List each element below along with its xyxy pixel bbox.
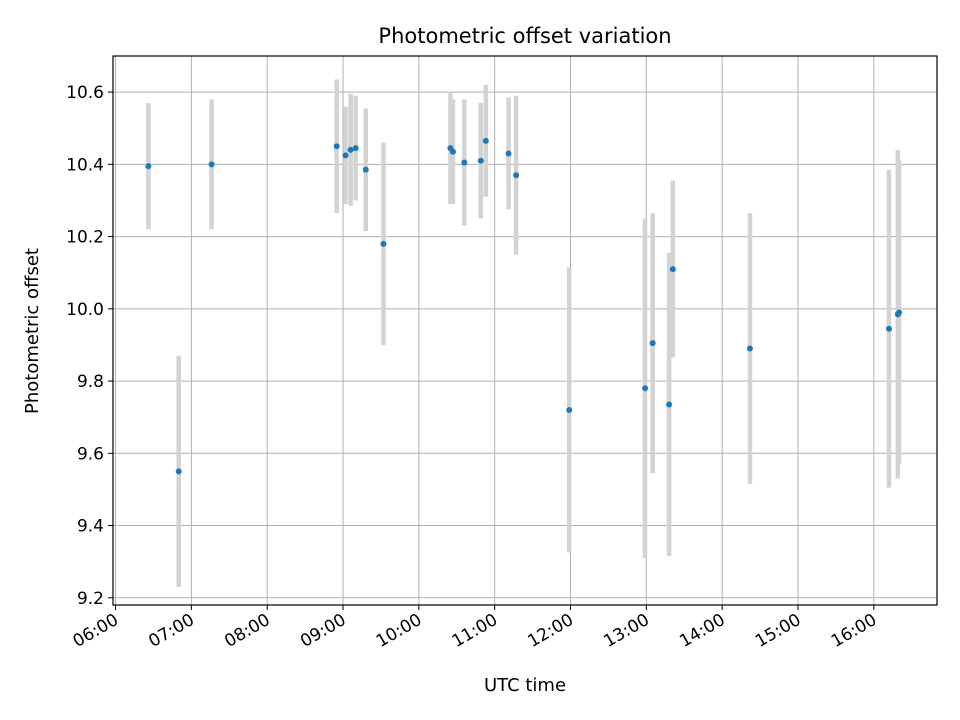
data-point xyxy=(352,145,359,152)
data-point xyxy=(746,345,753,352)
data-point xyxy=(380,240,387,247)
y-tick-label: 10.0 xyxy=(66,300,104,320)
data-point xyxy=(333,143,340,150)
data-point xyxy=(145,163,152,170)
y-tick-label: 10.2 xyxy=(66,228,104,248)
data-point xyxy=(477,157,484,164)
data-point xyxy=(649,340,656,347)
data-point xyxy=(885,325,892,332)
data-point xyxy=(175,468,182,475)
y-tick-label: 9.4 xyxy=(77,517,104,537)
y-tick-label: 10.6 xyxy=(66,83,104,103)
plot-frame xyxy=(112,55,938,606)
data-point xyxy=(362,166,369,173)
data-point xyxy=(208,161,215,168)
data-point xyxy=(669,266,676,273)
data-point xyxy=(449,148,456,155)
y-axis: 9.2 9.4 9.6 9.8 10.0 10.2 10.4 10.6 xyxy=(66,83,113,609)
y-tick-label: 9.8 xyxy=(77,372,104,392)
data-point xyxy=(342,152,349,159)
data-point xyxy=(666,401,673,408)
x-axis-label: UTC time xyxy=(484,675,566,696)
data-point xyxy=(461,159,468,166)
chart-title: Photometric offset variation xyxy=(378,24,671,48)
y-tick-label: 10.4 xyxy=(66,155,104,175)
y-tick-label: 9.6 xyxy=(77,444,104,464)
data-point xyxy=(642,385,649,392)
data-point xyxy=(513,172,520,179)
data-point xyxy=(566,406,573,413)
data-point xyxy=(896,309,903,316)
grid xyxy=(113,56,937,605)
data-point xyxy=(347,146,354,153)
data-points xyxy=(145,137,903,475)
y-axis-label: Photometric offset xyxy=(22,248,43,414)
y-tick-label: 9.2 xyxy=(77,589,104,609)
data-point xyxy=(505,150,512,157)
data-point xyxy=(482,137,489,144)
